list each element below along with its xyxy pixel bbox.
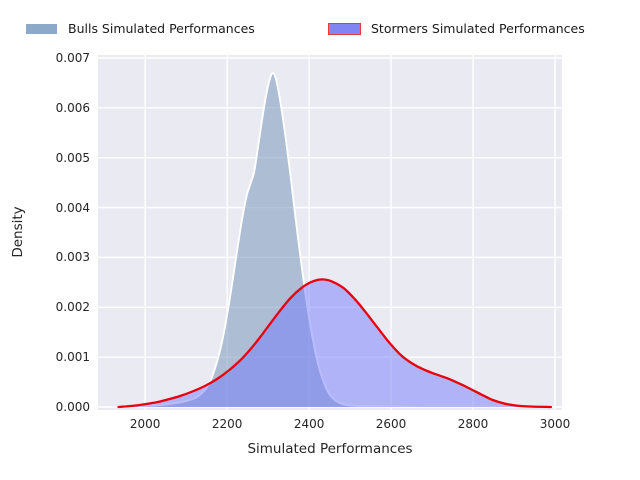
x-tick-label: 2800 — [457, 417, 489, 431]
legend-entry-stormers: Stormers Simulated Performances — [328, 21, 585, 36]
plot-area — [98, 55, 562, 410]
y-tick-label: 0.004 — [55, 200, 90, 215]
x-tick-label: 2200 — [211, 417, 243, 431]
y-axis-title: Density — [10, 206, 26, 258]
y-tick-label: 0.006 — [55, 100, 90, 115]
y-tick-label: 0.003 — [55, 250, 90, 265]
bulls-legend-swatch — [25, 22, 58, 35]
bulls-density-area — [124, 72, 416, 407]
y-tick-label: 0.005 — [55, 150, 90, 165]
legend-entry-bulls: Bulls Simulated Performances — [25, 21, 255, 36]
y-tick-label: 0.001 — [55, 350, 90, 365]
stormers-legend-swatch — [328, 22, 361, 35]
y-tick-label: 0.002 — [55, 300, 90, 315]
x-tick-label: 2600 — [375, 417, 407, 431]
x-tick-label: 2400 — [293, 417, 325, 431]
bulls-legend-label: Bulls Simulated Performances — [68, 21, 255, 36]
stormers-density-line — [117, 278, 553, 409]
x-tick-label: 2000 — [129, 417, 161, 431]
y-tick-label: 0.000 — [55, 400, 90, 414]
stormers-density-area — [118, 279, 551, 407]
y-tick-label: 0.007 — [55, 51, 90, 65]
stormers-legend-label: Stormers Simulated Performances — [371, 21, 585, 36]
x-axis-title: Simulated Performances — [247, 441, 413, 457]
density-chart — [98, 55, 562, 410]
x-tick-label: 3000 — [539, 417, 571, 431]
